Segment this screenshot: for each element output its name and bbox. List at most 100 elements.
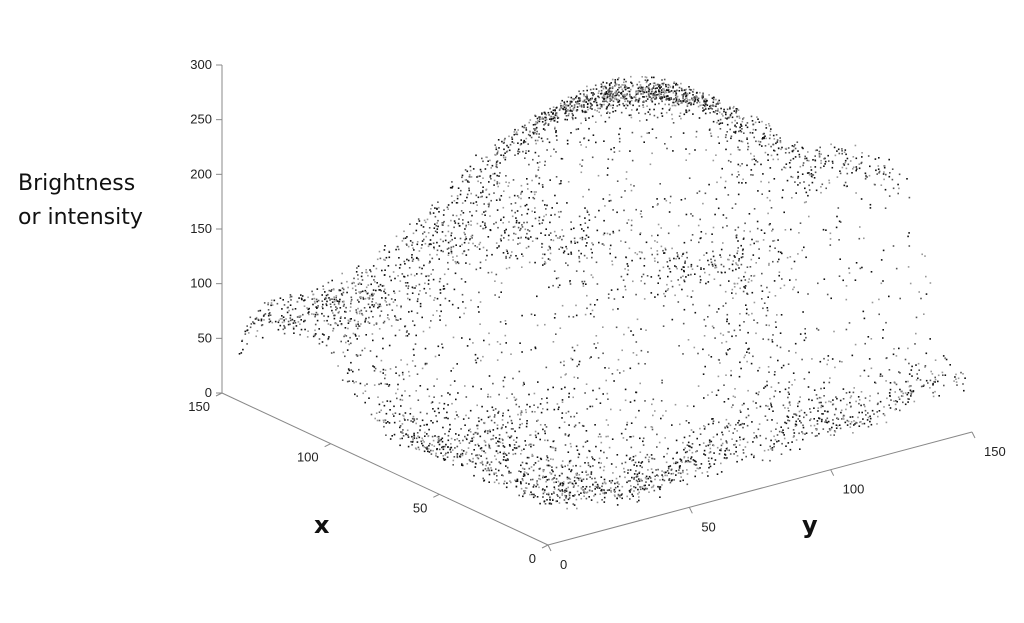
data-point (737, 163, 740, 166)
data-point (814, 166, 817, 168)
data-point (736, 252, 738, 255)
data-point (710, 457, 713, 460)
data-point (710, 135, 713, 137)
data-point (543, 215, 545, 218)
data-point (566, 110, 568, 112)
data-point (879, 373, 882, 375)
data-point (564, 444, 567, 446)
data-point (398, 374, 401, 377)
data-point (570, 132, 572, 134)
data-point (667, 99, 670, 101)
data-point (758, 391, 760, 393)
data-point (823, 395, 825, 397)
data-point (461, 252, 464, 255)
data-point (546, 397, 548, 399)
data-point (585, 430, 588, 432)
data-point (462, 418, 465, 420)
data-point (664, 247, 667, 250)
data-point (599, 103, 602, 106)
data-point (417, 435, 419, 437)
data-point (522, 131, 524, 134)
data-point (808, 215, 810, 218)
data-point (689, 461, 691, 463)
data-point (393, 421, 396, 424)
data-point (648, 84, 650, 86)
data-point (867, 412, 869, 414)
data-point (908, 385, 911, 388)
data-point (542, 476, 544, 479)
data-point (499, 462, 502, 465)
data-point (401, 423, 404, 425)
data-point (570, 241, 573, 244)
data-point (867, 336, 870, 338)
data-point (489, 174, 492, 177)
data-point (733, 453, 735, 455)
data-point (384, 369, 387, 371)
data-point (592, 465, 594, 467)
data-point (321, 333, 324, 335)
data-point (683, 241, 686, 244)
data-point (544, 204, 546, 206)
data-point (368, 316, 370, 319)
data-point (350, 298, 353, 301)
data-point (789, 448, 792, 451)
data-point (396, 397, 398, 400)
data-point (767, 449, 770, 451)
data-point (762, 133, 765, 135)
data-point (523, 448, 525, 450)
data-point (859, 375, 862, 377)
data-point (438, 258, 440, 260)
data-point (805, 256, 807, 259)
data-point (531, 410, 534, 413)
data-point (414, 343, 417, 345)
data-point (456, 453, 459, 455)
data-point (617, 493, 620, 496)
data-point (780, 314, 783, 316)
data-point (333, 317, 336, 320)
data-point (648, 475, 651, 478)
data-point (793, 145, 795, 148)
data-point (282, 328, 285, 331)
data-point (883, 414, 886, 417)
data-point (864, 405, 866, 408)
data-point (615, 94, 618, 96)
data-point (763, 136, 765, 139)
data-point (377, 306, 379, 309)
data-point (379, 303, 381, 306)
data-point (686, 103, 689, 105)
data-point (503, 376, 506, 379)
data-point (466, 438, 468, 441)
data-point (637, 488, 639, 491)
data-point (784, 229, 787, 231)
data-point (782, 429, 784, 431)
data-point (568, 424, 570, 426)
data-point (574, 424, 577, 427)
data-point (765, 127, 768, 129)
data-point (729, 153, 732, 156)
data-point (555, 500, 557, 502)
data-point (726, 225, 728, 227)
data-point (473, 474, 475, 477)
data-point (542, 128, 545, 130)
data-point (723, 384, 725, 386)
data-point (708, 463, 711, 465)
data-point (552, 446, 555, 449)
data-point (496, 359, 499, 361)
data-point (427, 245, 430, 248)
data-point (461, 174, 464, 177)
data-point (690, 239, 692, 242)
data-point (427, 283, 430, 285)
data-point (629, 367, 632, 370)
data-point (775, 326, 777, 328)
data-point (537, 460, 540, 462)
data-point (841, 150, 843, 152)
data-point (459, 237, 462, 240)
data-point (350, 318, 352, 320)
data-point (699, 427, 701, 430)
data-point (493, 421, 496, 424)
data-point (683, 93, 685, 95)
data-point (683, 266, 685, 268)
data-point (738, 424, 741, 426)
data-point (632, 495, 634, 497)
data-point (656, 94, 658, 96)
